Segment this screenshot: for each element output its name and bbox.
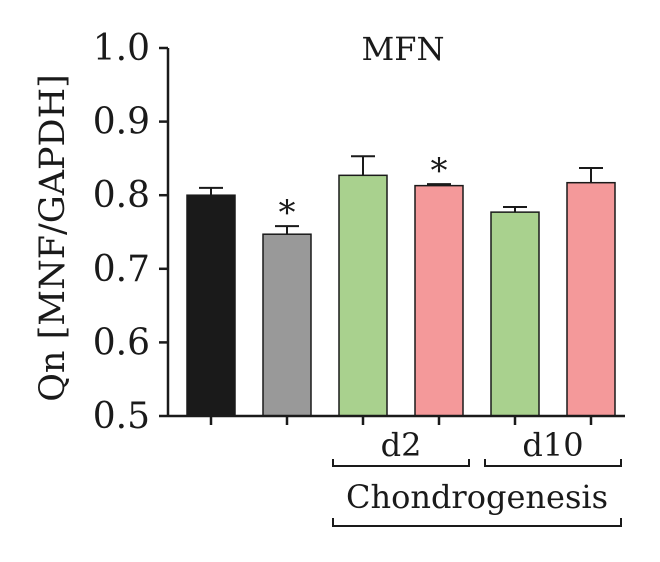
group-label: d10 xyxy=(522,426,583,464)
bar xyxy=(338,174,388,417)
y-axis-label: Qn [MNF/GAPDH] xyxy=(33,74,73,402)
y-tick-label: 0.8 xyxy=(93,175,150,216)
significance-marker: * xyxy=(279,193,296,233)
significance-marker: * xyxy=(431,151,448,191)
group-label: d2 xyxy=(381,426,422,464)
y-tick-label: 0.6 xyxy=(93,322,150,363)
y-tick-label: 1.0 xyxy=(93,28,150,69)
y-axis: 0.5 0.6 0.7 0.8 0.9 1.0 xyxy=(93,28,170,437)
group-brackets: d2 d10 Chondrogenesis xyxy=(332,426,622,527)
group-bracket xyxy=(484,459,622,467)
chart-title: MFN xyxy=(362,30,445,68)
bar xyxy=(262,233,312,417)
bar xyxy=(566,181,616,417)
bar xyxy=(186,194,236,417)
y-tick-label: 0.7 xyxy=(93,249,150,290)
group-bracket xyxy=(332,459,470,467)
x-axis xyxy=(168,414,625,425)
y-tick-label: 0.5 xyxy=(93,396,150,437)
bar xyxy=(490,211,540,417)
supergroup-bracket xyxy=(332,518,622,527)
y-tick-label: 0.9 xyxy=(93,102,150,143)
supergroup-label: Chondrogenesis xyxy=(346,478,608,516)
bar xyxy=(414,184,464,417)
bars: ** xyxy=(186,151,616,417)
